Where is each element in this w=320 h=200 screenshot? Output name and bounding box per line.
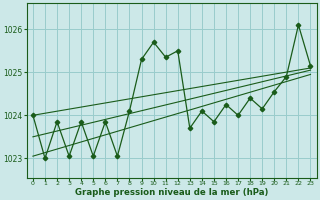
X-axis label: Graphe pression niveau de la mer (hPa): Graphe pression niveau de la mer (hPa) bbox=[75, 188, 268, 197]
